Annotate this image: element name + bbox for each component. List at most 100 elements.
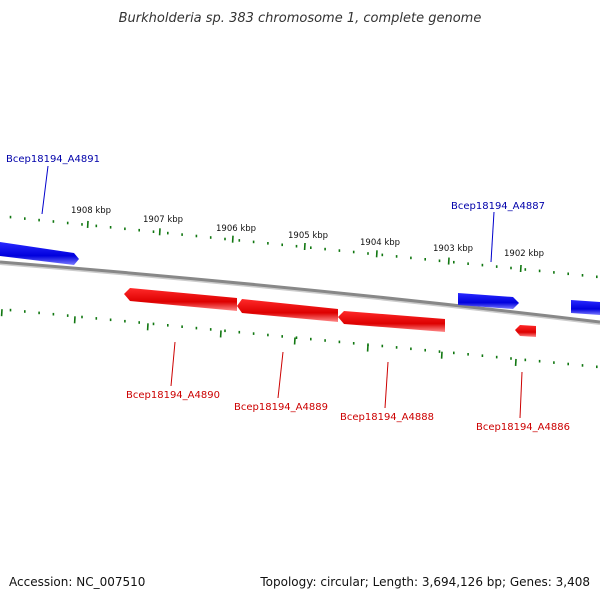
gene-arrow-bcep18194-a4886[interactable]: [515, 325, 536, 337]
minor-tick: [252, 332, 255, 335]
kbp-labels: 1902 kbp 1903 kbp 1904 kbp 1905 kbp 1906 kbp…: [71, 206, 544, 259]
minor-tick: [395, 255, 398, 258]
minor-tick: [367, 252, 369, 255]
minor-tick: [410, 347, 412, 351]
leader-line-bcep18194-a4887: [490, 211, 495, 263]
minor-tick: [52, 220, 55, 223]
minor-tick: [410, 256, 412, 260]
minor-tick: [524, 358, 527, 362]
minor-tick: [467, 353, 469, 356]
minor-tick: [95, 317, 98, 320]
gene-label-bcep18194-a4886[interactable]: Bcep18194_A4886: [476, 422, 570, 433]
minor-tick: [109, 318, 112, 322]
minor-tick: [295, 244, 298, 248]
minor-tick: [553, 271, 555, 274]
minor-tick: [224, 237, 226, 241]
minor-tick: [52, 312, 55, 316]
gene-label-bcep18194-a4889[interactable]: Bcep18194_A4889: [234, 402, 328, 413]
minor-tick: [209, 328, 212, 331]
minor-tick: [495, 265, 498, 268]
minor-tick: [295, 336, 298, 339]
minor-tick: [252, 240, 255, 244]
minor-tick: [66, 221, 69, 225]
map-title: Burkholderia sp. 383 chromosome 1, compl…: [119, 11, 482, 26]
minor-tick: [109, 226, 112, 229]
minor-tick: [352, 342, 355, 345]
gene-arrow-bcep18194-a4891[interactable]: [0, 242, 79, 265]
minor-tick: [167, 231, 169, 235]
minor-tick: [538, 269, 541, 273]
minor-tick: [209, 236, 212, 239]
minor-tick: [138, 228, 140, 232]
minor-tick: [195, 326, 198, 330]
minor-tick: [66, 314, 69, 317]
minor-tick: [167, 324, 169, 327]
kbp-label: 1904 kbp: [360, 238, 400, 248]
genome-summary-text: Topology: circular; Length: 3,694,126 bp…: [259, 575, 590, 589]
minor-tick: [81, 315, 83, 319]
gene-arrow-bcep18194-a4888[interactable]: [338, 311, 445, 332]
gene-arrow-bcep18194-a4890[interactable]: [124, 288, 237, 311]
leader-line-bcep18194-a4886: [519, 371, 523, 419]
minor-tick: [38, 218, 40, 222]
minor-tick: [510, 357, 512, 360]
minor-tick: [567, 362, 569, 366]
gene-label-bcep18194-a4888[interactable]: Bcep18194_A4888: [340, 412, 434, 423]
minor-tick: [9, 215, 12, 219]
leader-line-bcep18194-a4890: [170, 341, 176, 387]
minor-tick: [381, 253, 384, 257]
gene-arrow-bcep18194-a4887[interactable]: [458, 293, 519, 309]
gene-arrow-bcep18194-a4889[interactable]: [237, 299, 338, 322]
chromosome-backbone: [0, 260, 600, 324]
minor-tick: [553, 361, 555, 364]
minor-tick: [596, 365, 598, 369]
minor-tick: [281, 243, 283, 247]
minor-tick: [338, 340, 341, 344]
minor-tick: [338, 249, 341, 252]
minor-tick: [381, 344, 384, 348]
minor-tick: [81, 223, 83, 226]
gene-label-bcep18194-a4890[interactable]: Bcep18194_A4890: [126, 390, 220, 401]
minor-tick: [24, 217, 26, 220]
kbp-label: 1902 kbp: [504, 249, 544, 259]
minor-tick: [424, 348, 426, 352]
kbp-label: 1905 kbp: [288, 231, 328, 241]
minor-tick: [224, 329, 226, 333]
minor-tick: [453, 351, 455, 355]
minor-tick: [95, 224, 98, 228]
minor-tick: [352, 250, 355, 254]
minor-tick: [181, 325, 183, 328]
minor-tick: [596, 275, 598, 279]
minor-tick: [238, 239, 241, 242]
minor-tick: [138, 321, 140, 324]
minor-tick: [481, 354, 484, 357]
minor-tick: [481, 263, 484, 267]
minor-tick: [181, 233, 183, 236]
minor-tick: [467, 262, 469, 265]
minor-tick: [524, 268, 527, 271]
backbone-shadow: [0, 263, 600, 325]
minor-tick: [267, 333, 269, 337]
minor-tick: [124, 227, 126, 231]
minor-tick: [310, 337, 312, 341]
minor-tick: [238, 330, 241, 334]
minor-tick: [453, 260, 455, 264]
kbp-label: 1906 kbp: [216, 224, 256, 234]
minor-tick: [424, 258, 426, 261]
leader-line-bcep18194-a4891: [41, 165, 49, 215]
minor-tick: [438, 259, 441, 263]
minor-tick: [538, 359, 541, 363]
minor-tick: [267, 242, 269, 245]
minor-tick: [324, 247, 326, 251]
minor-tick: [324, 339, 326, 342]
gene-arrow-edge-forward[interactable]: [571, 300, 600, 315]
gene-label-bcep18194-a4891[interactable]: Bcep18194_A4891: [6, 154, 100, 165]
gene-label-bcep18194-a4887[interactable]: Bcep18194_A4887: [451, 201, 545, 212]
minor-tick: [510, 266, 512, 270]
minor-tick: [395, 346, 398, 349]
leader-line-bcep18194-a4889: [277, 351, 284, 399]
minor-tick: [9, 308, 12, 312]
minor-tick: [152, 322, 155, 326]
reverse-tick-track: [0, 308, 598, 369]
